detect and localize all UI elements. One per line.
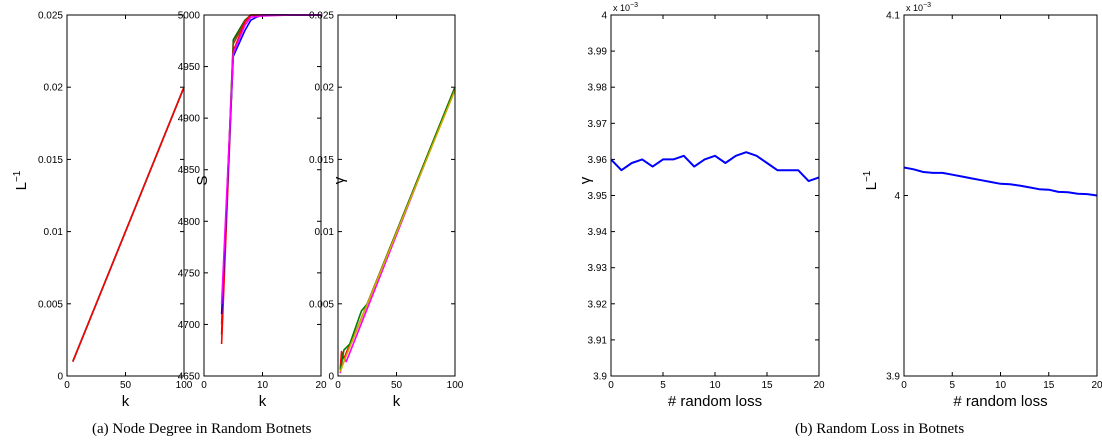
x-tick-label: 0 <box>64 380 70 391</box>
y-tick-label: 3.97 <box>588 119 608 130</box>
x-axis-label: k <box>122 393 130 410</box>
series-line-3 <box>220 14 321 345</box>
y-tick-label: 3.9 <box>593 372 607 383</box>
y-tick-label: 0.005 <box>38 299 63 310</box>
x-tick-label: 20 <box>813 380 825 391</box>
caption-a: (a) Node Degree in Random Botnets <box>92 421 312 437</box>
y-tick-label: 0.005 <box>309 299 334 310</box>
x-axis-label: k <box>393 393 401 410</box>
y-tick-label: 4 <box>601 11 607 22</box>
axes-box <box>337 14 456 377</box>
chart-panel-5: 0 5 10 15 20 3.9 4 4.1 # random loss L−1 x 10−3 <box>862 2 1102 410</box>
chart-panel-4: 0 5 10 15 20 3.9 3.91 3.92 3.93 3.94 3.95 3.96 3.97 3… <box>577 2 825 410</box>
y-axis-label-exponent: −1 <box>862 170 873 182</box>
x-axis-label: # random loss <box>668 393 762 410</box>
x-tick-label: 10 <box>709 380 721 391</box>
series-line-3 <box>72 86 185 362</box>
series-line-1 <box>220 14 321 335</box>
y-axis-label: S <box>194 175 211 185</box>
x-tick-label: 10 <box>257 380 269 391</box>
y-tick-label: 3.93 <box>588 263 608 274</box>
scale-multiplier: x 10−3 <box>613 2 638 13</box>
y-tick-label: 3.9 <box>886 372 900 383</box>
y-tick-label: 0.02 <box>315 83 335 94</box>
y-tick-label: 3.95 <box>588 191 608 202</box>
series-line-4 <box>220 14 321 315</box>
x-tick-label: 5 <box>949 380 955 391</box>
scale-multiplier: x 10−3 <box>906 2 931 13</box>
x-axis-label: k <box>259 393 267 410</box>
x-tick-label: 15 <box>1043 380 1055 391</box>
x-tick-label: 50 <box>391 380 403 391</box>
chart-panel-1: 0 50 100 0 0.005 0.01 0.015 0.02 0.025 k L−1 <box>12 11 193 411</box>
y-tick-label: 0.01 <box>315 227 335 238</box>
y-tick-label: 5000 <box>178 11 201 22</box>
x-axis-label: # random loss <box>953 393 1047 410</box>
y-tick-label: 4850 <box>178 165 201 176</box>
y-tick-label: 0.02 <box>44 83 64 94</box>
axes-box <box>203 14 322 377</box>
y-tick-label: 0 <box>328 372 334 383</box>
y-tick-label: 3.92 <box>588 299 608 310</box>
y-tick-label: 0 <box>57 372 63 383</box>
x-tick-label: 0 <box>608 380 614 391</box>
chart-panel-2: 0 10 20 4650 4700 4750 4800 4850 4900 4950 5000 k S <box>178 11 327 411</box>
x-tick-label: 5 <box>660 380 666 391</box>
y-tick-label: 3.98 <box>588 83 608 94</box>
caption-b: (b) Random Loss in Botnets <box>795 421 965 437</box>
y-axis-label: L−1 <box>862 170 880 190</box>
x-tick-label: 100 <box>447 380 464 391</box>
chart-panel-3: 0 50 100 0 0.005 0.01 0.015 0.02 0.025 k γ <box>309 11 464 411</box>
scale-exponent: −3 <box>923 2 931 9</box>
series-line-1 <box>610 151 820 183</box>
x-tick-label: 0 <box>201 380 207 391</box>
y-tick-label: 0.025 <box>38 11 63 22</box>
x-tick-label: 10 <box>995 380 1007 391</box>
x-tick-label: 20 <box>315 380 327 391</box>
x-tick-label: 0 <box>335 380 341 391</box>
y-tick-label: 3.96 <box>588 155 608 166</box>
y-tick-label: 3.99 <box>588 47 608 58</box>
axes-box <box>66 14 185 377</box>
y-tick-label: 4800 <box>178 217 201 228</box>
axes-box <box>610 14 820 377</box>
y-tick-label: 4650 <box>178 372 201 383</box>
x-tick-label: 50 <box>120 380 132 391</box>
series-line-4 <box>339 89 456 372</box>
y-tick-label: 4950 <box>178 62 201 73</box>
y-axis-label-exponent: −1 <box>12 170 23 182</box>
y-tick-label: 0.015 <box>38 155 63 166</box>
x-tick-label: 20 <box>1091 380 1102 391</box>
axes-box <box>903 14 1098 377</box>
y-tick-label: 0.025 <box>309 11 334 22</box>
y-axis-label: γ <box>577 176 594 184</box>
y-tick-label: 3.91 <box>588 335 608 346</box>
y-tick-label: 0.01 <box>44 227 64 238</box>
series-line-1 <box>903 166 1098 197</box>
y-tick-label: 4 <box>894 191 900 202</box>
y-tick-label: 4700 <box>178 320 201 331</box>
series-line-2 <box>220 14 321 325</box>
y-tick-label: 4.1 <box>886 11 900 22</box>
x-tick-label: 0 <box>901 380 907 391</box>
x-tick-label: 15 <box>761 380 773 391</box>
y-tick-label: 3.94 <box>588 227 608 238</box>
scale-exponent: −3 <box>630 2 638 9</box>
series-line-5 <box>220 14 321 304</box>
y-axis-label: L−1 <box>12 170 30 190</box>
y-tick-label: 0.015 <box>309 155 334 166</box>
y-tick-label: 4900 <box>178 114 201 125</box>
x-tick-label: 100 <box>176 380 193 391</box>
y-axis-label: γ <box>331 176 348 184</box>
y-tick-label: 4750 <box>178 268 201 279</box>
